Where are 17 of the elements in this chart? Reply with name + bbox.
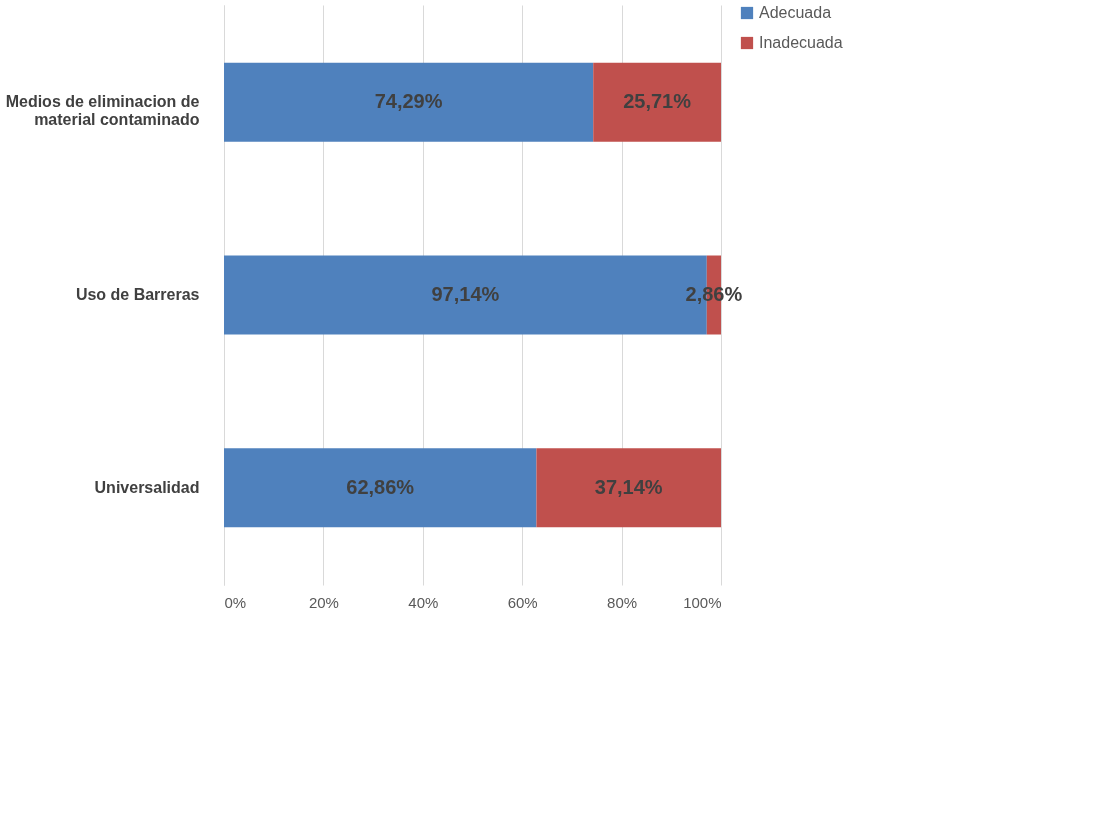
x-tick-label: 80%: [607, 593, 638, 611]
x-tick-label: 60%: [507, 593, 538, 611]
data-label: 37,14%: [594, 475, 663, 498]
data-label: 97,14%: [431, 283, 500, 305]
data-label: 62,86%: [346, 475, 415, 498]
data-label: 25,71%: [623, 90, 692, 113]
data-label: 2,86%: [685, 283, 743, 305]
y-tick-label: Universalidad: [94, 478, 200, 496]
y-tick-label: Medios de eliminacion de material contaminado: [5, 93, 200, 129]
y-tick-label: Uso de Barreras: [75, 286, 200, 303]
data-label: 74,29%: [374, 90, 443, 113]
legend-label: Inadecuada: [759, 34, 843, 51]
x-tick-label: 40%: [408, 593, 439, 611]
legend-label: Adecuada: [759, 4, 832, 21]
x-tick-label: 20%: [308, 593, 339, 611]
x-tick-label: 100%: [683, 593, 722, 611]
x-tick-label: 0%: [224, 593, 247, 611]
